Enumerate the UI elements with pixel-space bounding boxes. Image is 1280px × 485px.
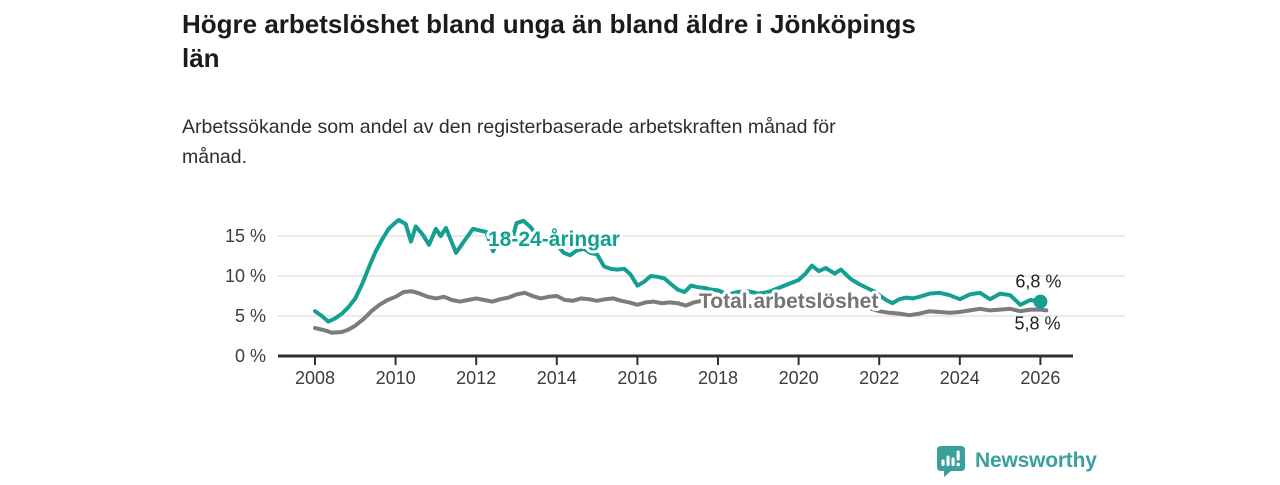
x-tick-label: 2018 xyxy=(698,368,738,388)
x-tick-label: 2014 xyxy=(537,368,577,388)
page-title: Högre arbetslöshet bland unga än bland ä… xyxy=(182,9,916,74)
x-tick-label: 2010 xyxy=(376,368,416,388)
series-line-total xyxy=(313,289,1049,335)
x-tick-label: 2020 xyxy=(779,368,819,388)
series-label-total: Total arbetslöshet xyxy=(699,290,878,313)
series-label-youth: 18-24-åringar xyxy=(488,228,620,251)
x-tick-label: 2022 xyxy=(859,368,899,388)
end-value-label-total: 5,8 % xyxy=(1014,313,1060,333)
chart-subtitle: Arbetssökande som andel av den registerb… xyxy=(182,116,836,169)
series-line-youth xyxy=(313,218,1043,324)
y-tick-label: 15 % xyxy=(225,226,266,246)
x-tick-label: 2016 xyxy=(617,368,657,388)
y-tick-label: 5 % xyxy=(235,306,266,326)
end-value-label-youth: 6,8 % xyxy=(1015,272,1061,292)
x-tick-label: 2026 xyxy=(1020,368,1060,388)
newsworthy-logo[interactable]: Newsworthy xyxy=(936,444,1097,478)
newsworthy-logo-text: Newsworthy xyxy=(975,449,1097,472)
x-tick-label: 2012 xyxy=(456,368,496,388)
x-tick-label: 2008 xyxy=(295,368,335,388)
newsworthy-logo-icon xyxy=(937,445,965,477)
x-tick-label: 2024 xyxy=(940,368,980,388)
y-tick-label: 10 % xyxy=(225,266,266,286)
series-end-dot-youth xyxy=(1033,294,1048,309)
y-tick-label: 0 % xyxy=(235,346,266,366)
